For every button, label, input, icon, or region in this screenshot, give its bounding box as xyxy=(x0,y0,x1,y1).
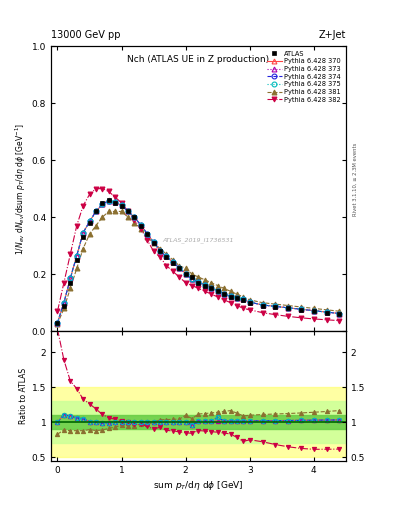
ATLAS xyxy=(177,265,182,271)
ATLAS xyxy=(235,295,239,302)
ATLAS xyxy=(87,220,92,226)
ATLAS xyxy=(260,303,265,309)
ATLAS xyxy=(119,203,124,209)
ATLAS xyxy=(286,305,290,311)
ATLAS xyxy=(132,214,137,220)
ATLAS xyxy=(62,303,66,309)
ATLAS xyxy=(337,311,342,317)
Legend: ATLAS, Pythia 6.428 370, Pythia 6.428 373, Pythia 6.428 374, Pythia 6.428 375, P: ATLAS, Pythia 6.428 370, Pythia 6.428 37… xyxy=(264,48,344,105)
ATLAS xyxy=(299,307,303,313)
ATLAS xyxy=(138,223,143,229)
ATLAS xyxy=(107,197,111,203)
ATLAS xyxy=(228,294,233,300)
ATLAS xyxy=(55,319,60,326)
ATLAS xyxy=(241,297,246,303)
ATLAS xyxy=(113,200,118,206)
ATLAS xyxy=(100,200,105,206)
ATLAS xyxy=(209,285,214,291)
ATLAS xyxy=(183,271,188,278)
Text: Rivet 3.1.10, ≥ 2.3M events: Rivet 3.1.10, ≥ 2.3M events xyxy=(353,142,358,216)
ATLAS xyxy=(202,283,207,289)
ATLAS xyxy=(94,208,98,215)
Text: Nch (ATLAS UE in Z production): Nch (ATLAS UE in Z production) xyxy=(127,55,270,63)
Text: 13000 GeV pp: 13000 GeV pp xyxy=(51,30,121,40)
Y-axis label: Ratio to ATLAS: Ratio to ATLAS xyxy=(19,368,28,424)
ATLAS xyxy=(222,291,226,297)
ATLAS xyxy=(247,300,252,306)
ATLAS xyxy=(158,248,162,254)
ATLAS xyxy=(68,280,73,286)
Text: Z+Jet: Z+Jet xyxy=(318,30,346,40)
ATLAS xyxy=(145,231,150,238)
ATLAS xyxy=(273,304,278,310)
ATLAS xyxy=(190,274,195,280)
Line: ATLAS: ATLAS xyxy=(55,198,342,325)
ATLAS xyxy=(81,234,86,240)
ATLAS xyxy=(126,208,130,215)
ATLAS xyxy=(311,308,316,314)
X-axis label: sum $p_T$/d$\eta$ d$\phi$ [GeV]: sum $p_T$/d$\eta$ d$\phi$ [GeV] xyxy=(153,479,244,492)
ATLAS xyxy=(171,260,175,266)
Y-axis label: $1/N_{ev}$ d$N_{ev}$/dsum $p_T$/d$\eta$ d$\phi$ [GeV$^{-1}$]: $1/N_{ev}$ d$N_{ev}$/dsum $p_T$/d$\eta$ … xyxy=(13,122,28,255)
Text: ATLAS_2019_I1736531: ATLAS_2019_I1736531 xyxy=(163,237,234,243)
ATLAS xyxy=(215,288,220,294)
ATLAS xyxy=(196,280,201,286)
ATLAS xyxy=(324,310,329,316)
ATLAS xyxy=(164,254,169,260)
ATLAS xyxy=(74,257,79,263)
ATLAS xyxy=(151,240,156,246)
